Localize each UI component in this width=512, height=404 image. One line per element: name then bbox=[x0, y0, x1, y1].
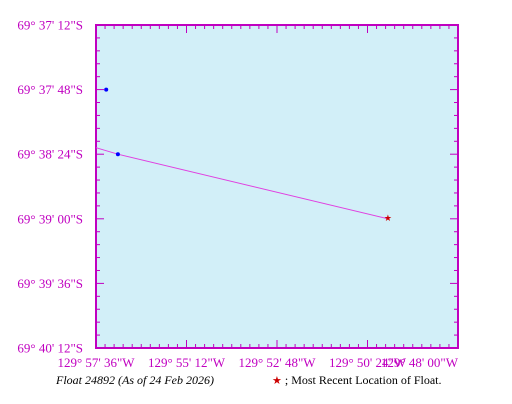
latest-location-marker: ★ bbox=[384, 214, 392, 224]
lon-label-3: 129° 50' 24"W bbox=[329, 355, 407, 370]
lat-label-4: 69° 39' 36"S bbox=[17, 276, 83, 291]
longitude-labels: 129° 57' 36"W 129° 55' 12"W 129° 52' 48"… bbox=[57, 355, 458, 370]
latitude-labels: 69° 37' 12"S 69° 37' 48"S 69° 38' 24"S 6… bbox=[17, 18, 83, 356]
lon-label-0: 129° 57' 36"W bbox=[57, 355, 135, 370]
map-plot-area bbox=[96, 25, 458, 348]
lon-label-1: 129° 55' 12"W bbox=[148, 355, 226, 370]
lon-label-4: 129° 48' 00"W bbox=[381, 355, 459, 370]
float-caption: Float 24892 (As of 24 Feb 2026) bbox=[56, 373, 214, 387]
float-position-point bbox=[104, 87, 109, 92]
lat-label-1: 69° 37' 48"S bbox=[17, 82, 83, 97]
lat-label-0: 69° 37' 12"S bbox=[17, 18, 83, 33]
float-position-point bbox=[115, 152, 120, 157]
lat-label-2: 69° 38' 24"S bbox=[17, 147, 83, 162]
legend-star-icon: ★ bbox=[272, 375, 282, 387]
map-frame bbox=[95, 24, 459, 349]
legend-text: ; Most Recent Location of Float. bbox=[284, 373, 442, 387]
lon-label-2: 129° 52' 48"W bbox=[238, 355, 316, 370]
legend-caption: ★; Most Recent Location of Float. bbox=[272, 373, 442, 388]
lat-label-5: 69° 40' 12"S bbox=[17, 341, 83, 356]
float-positions bbox=[104, 87, 120, 157]
lat-label-3: 69° 39' 00"S bbox=[17, 211, 83, 226]
